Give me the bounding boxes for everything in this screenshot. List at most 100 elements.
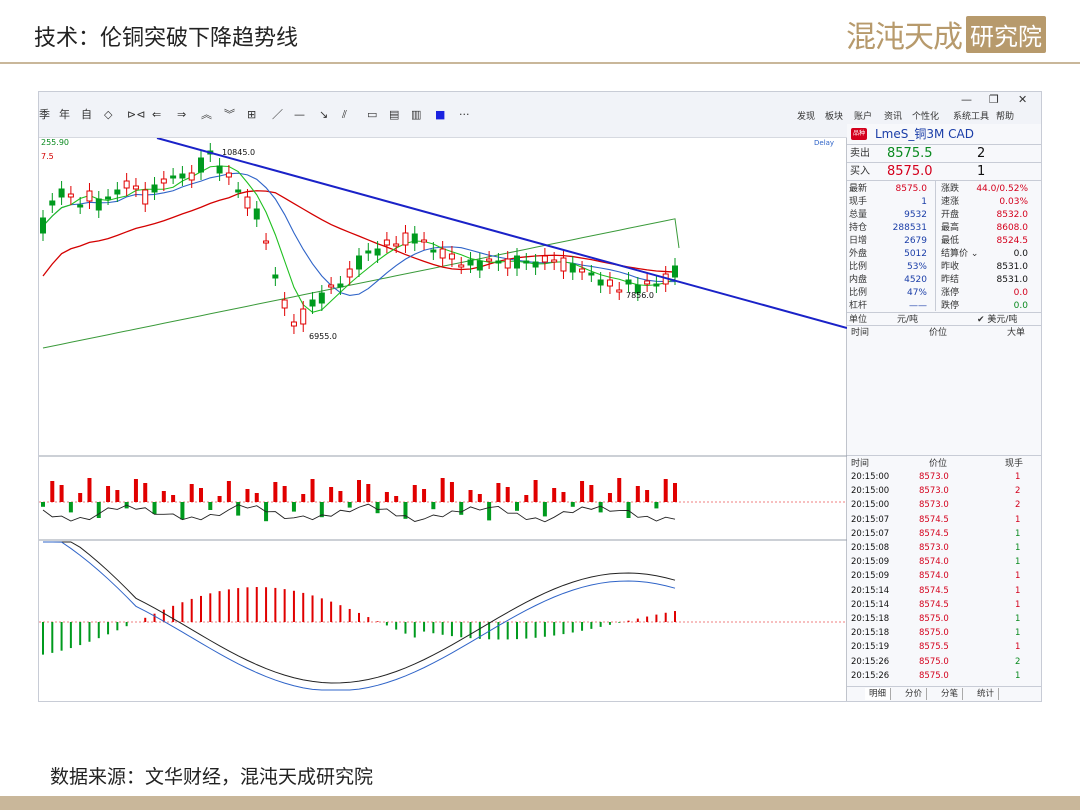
toolbar-tool-6[interactable]: ⇒ [177,108,187,121]
menu-item-5[interactable]: 系统工具 [953,112,990,122]
tick-price: 8575.0 [919,656,949,667]
volume-bar [459,502,464,515]
menu-item-3[interactable]: 资讯 [884,112,903,122]
macd-bar [358,612,360,622]
toolbar-tool-12[interactable]: ↘ [319,108,329,121]
toolbar-tool-10[interactable]: ／ [272,108,283,121]
tick-time: 20:15:14 [851,599,890,610]
volume-bar [291,502,296,512]
menu-item-4[interactable]: 个性化 [912,112,940,122]
toolbar-tool-7[interactable]: ︽ [201,108,212,121]
toolbar-tool-3[interactable]: ◇ [104,108,113,121]
tick-qty: 1 [1015,543,1021,553]
toolbar-tool-16[interactable]: ▥ [411,108,422,121]
sell-label: 卖出 [850,148,870,159]
macd-bar [478,622,481,639]
toolbar-tool-0[interactable]: 季 [39,108,50,121]
quote-value: 0.0 [1013,301,1028,311]
panel-divider [847,144,1041,145]
candle-body [672,265,678,278]
macd-bar [376,621,379,622]
delay-label: Delay [814,139,834,147]
candle-body [281,299,288,309]
volume-bar [412,485,417,502]
candle-body [383,239,390,246]
volume-bar [208,502,213,510]
quote-panel: 品种 LmeS_铜3M CAD 卖出 8575.5 2 买入 8575.0 1 最新 8575.0… [847,124,1041,701]
minimize-button[interactable]: — [961,93,972,106]
volume-bar [133,479,138,502]
candle-body [523,260,530,264]
tick-price: 8573.0 [919,543,949,553]
macd-dif-line [43,541,676,684]
tick-time: 20:15:00 [851,486,890,497]
tick-price: 8574.5 [919,599,949,610]
menu-item-1[interactable]: 板块 [825,112,844,122]
macd-bar [516,622,518,640]
macd-bar [125,622,128,627]
volume-bar [487,502,492,521]
panel-tab-1[interactable]: 分价 [901,688,928,700]
toolbar-tool-5[interactable]: ⇐ [152,108,162,121]
toolbar-tool-11[interactable]: — [294,108,305,121]
chart-area[interactable]: 255.90 7.5 Delay 10845.0 6955.0 7856.0 [39,137,848,701]
toolbar-tool-1[interactable]: 年 [59,108,70,121]
quote-value: 47% [906,288,927,298]
header-divider [0,62,1080,64]
low2-label: 7856.0 [626,291,654,300]
panel-tab-3[interactable]: 统计 [973,688,1000,700]
toolbar-tool-8[interactable]: ︾ [224,108,235,121]
tick-header-price: 价位 [929,328,948,338]
macd-bar [460,622,463,638]
buy-label: 买入 [850,166,870,177]
tick-price: 8573.0 [919,486,949,497]
unit-usd[interactable]: ✔ 美元/吨 [977,315,1018,325]
restore-button[interactable]: ❐ [989,93,999,106]
ma-long-line [42,218,680,349]
macd-dea-line [43,541,676,691]
quote-label: 最新 [849,184,868,194]
toolbar-tool-14[interactable]: ▭ [367,108,378,121]
panel-divider [847,686,1041,687]
close-button[interactable]: ✕ [1018,93,1028,106]
menu-item-6[interactable]: 帮助 [996,112,1015,122]
panel-tab-0[interactable]: 明细 [865,688,892,700]
volume-bar [143,483,148,502]
toolbar-tool-2[interactable]: 自 [81,108,92,121]
candle-body [216,165,223,174]
macd-bar [543,622,546,637]
toolbar-tool-17[interactable]: ■ [435,108,446,121]
contract-badge: 品种 [851,128,868,140]
volume-bar [357,480,361,502]
tick-qty: 1 [1015,614,1021,624]
candle-body [644,280,651,285]
volume-bar [626,502,631,518]
quote-value: 0.0 [1013,249,1028,259]
toolbar-tool-4[interactable]: ⊳⊲ [127,108,146,121]
panel-tab-2[interactable]: 分笔 [937,688,964,700]
candle-body [179,173,186,179]
quote-value: 5012 [904,249,927,259]
volume-bar [589,485,594,502]
volume-bar [673,483,677,502]
tick-price: 8573.0 [919,500,949,511]
volume-bar [384,492,389,502]
volume-bar [347,502,352,508]
trading-app-window: 季年自 ◇ ⊳⊲ ⇐ ⇒ ︽ ︾ ⊞ ／ — ↘ ⫽ ▭ ▤ ▥ ■ ··· 发现 板块 账户 资讯 个性化 系统工具 帮助 —… [38,91,1042,702]
menu-item-2[interactable]: 账户 [854,112,873,122]
tick-price: 8574.0 [919,571,949,582]
toolbar-tool-18[interactable]: ··· [459,108,470,121]
macd-bar [200,595,202,622]
toolbar-tool-9[interactable]: ⊞ [247,108,257,121]
macd-bar [311,595,314,622]
tick-qty: 1 [1015,599,1021,610]
macd-bar [450,622,453,637]
toolbar-tool-13[interactable]: ⫽ [342,108,347,121]
unit-cny[interactable]: 元/吨 [897,315,919,325]
quote-value: 0.0 [1013,288,1028,298]
toolbar-tool-15[interactable]: ▤ [389,108,400,121]
macd-bar [79,622,82,646]
menu-item-0[interactable]: 发现 [797,112,816,122]
candles [40,143,678,334]
candlestick-chart[interactable]: 255.90 7.5 Delay 10845.0 6955.0 7856.0 [39,137,848,701]
